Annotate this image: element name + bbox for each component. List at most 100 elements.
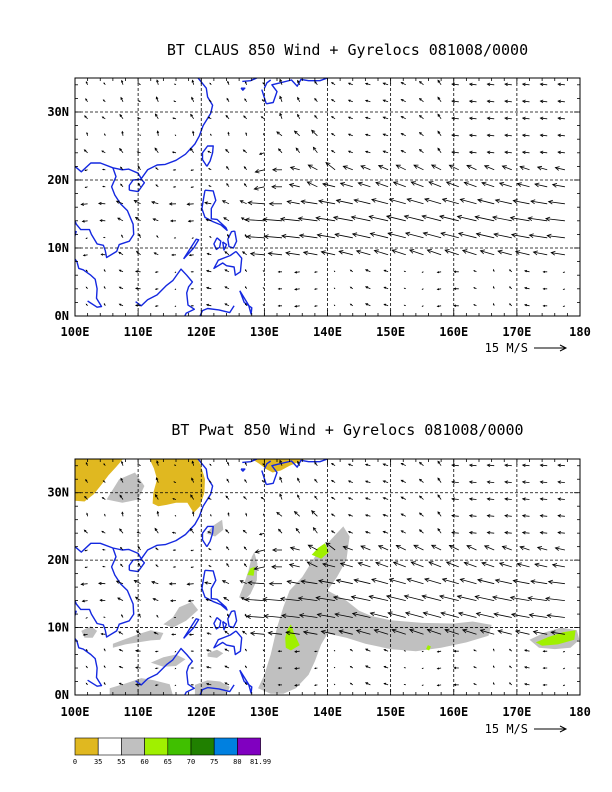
wind-arrow <box>152 598 159 601</box>
wind-arrow <box>101 116 106 120</box>
wind-arrow <box>475 611 495 618</box>
wind-arrow <box>279 596 300 602</box>
wind-arrow <box>245 132 248 136</box>
wind-arrow <box>437 130 442 137</box>
wind-arrow <box>557 82 565 87</box>
wind-arrow <box>395 545 406 551</box>
coastline <box>204 78 206 79</box>
wind-arrow <box>134 216 141 222</box>
wind-arrow <box>174 515 177 517</box>
wind-arrow <box>298 613 318 618</box>
coastline <box>201 569 228 611</box>
wind-arrow <box>209 236 212 239</box>
wind-arrow <box>516 562 530 568</box>
coastline <box>213 250 243 276</box>
wind-arrow <box>349 682 354 686</box>
wind-arrow <box>521 463 530 468</box>
wind-arrow <box>205 218 212 222</box>
wind-arrow <box>325 542 336 551</box>
wind-arrow <box>244 217 265 223</box>
y-tick-label: 10N <box>47 621 69 635</box>
wind-arrow <box>383 286 389 290</box>
wind-arrow <box>133 199 141 205</box>
wind-arrow <box>508 648 513 652</box>
wind-arrow <box>154 288 159 290</box>
wind-arrow <box>486 480 495 484</box>
wind-arrow <box>335 578 353 585</box>
wind-arrow <box>382 463 389 467</box>
wind-arrow <box>168 582 177 586</box>
wind-arrow <box>508 269 513 273</box>
wind-arrow <box>509 595 530 601</box>
wind-arrow <box>168 202 177 206</box>
wind-arrow <box>437 147 442 154</box>
wind-arrow <box>243 563 248 568</box>
wind-arrow <box>403 594 424 601</box>
coastline <box>263 460 272 470</box>
coastline <box>242 78 259 83</box>
wind-arrow <box>403 304 406 307</box>
wind-arrow <box>224 251 230 256</box>
wind-arrow <box>83 149 88 154</box>
wind-arrow <box>226 478 230 483</box>
wind-arrow <box>190 304 194 307</box>
coastline <box>183 238 200 260</box>
wind-arrow <box>382 480 389 483</box>
pwat-shade-mid <box>150 654 186 667</box>
wind-arrow <box>497 629 512 635</box>
wind-arrow <box>206 632 212 635</box>
wind-arrow <box>262 217 283 222</box>
wind-arrow <box>294 650 300 653</box>
wind-arrow <box>152 218 159 222</box>
wind-arrow <box>461 249 477 256</box>
wind-arrow <box>539 150 548 155</box>
wind-arrow <box>136 117 141 120</box>
wind-arrow <box>395 164 406 171</box>
wind-arrow <box>279 476 283 483</box>
coastline <box>261 470 267 485</box>
wind-arrow <box>209 615 212 618</box>
wind-arrow <box>330 99 336 103</box>
wind-arrow <box>118 682 124 686</box>
wind-arrow <box>85 682 88 686</box>
wind-arrow <box>539 480 548 484</box>
wind-arrow <box>289 546 300 551</box>
wind-arrow <box>83 529 88 534</box>
coastline <box>128 558 146 573</box>
wind-arrow <box>207 497 212 500</box>
wind-arrow <box>342 545 353 551</box>
colorbar-label: 65 <box>164 758 172 766</box>
wind-arrow <box>224 630 230 635</box>
wind-arrow <box>330 479 336 483</box>
wind-arrow <box>534 182 548 188</box>
wind-arrow <box>101 530 106 534</box>
wind-arrow <box>244 234 248 238</box>
wind-arrow <box>272 167 282 172</box>
wind-arrow <box>375 181 389 188</box>
coastline <box>263 79 272 89</box>
wind-arrow <box>85 648 88 652</box>
map-area <box>75 78 580 316</box>
wind-arrow <box>403 214 424 222</box>
wind-arrow <box>418 529 424 534</box>
wind-arrow <box>207 116 212 120</box>
wind-arrow <box>243 496 247 500</box>
wind-arrow <box>451 531 459 535</box>
wind-arrow <box>190 549 194 552</box>
coastline <box>227 230 238 249</box>
wind-arrow <box>459 578 477 585</box>
x-tick-label: 150E <box>376 705 405 719</box>
wind-arrow <box>546 233 565 239</box>
wind-arrow <box>519 165 530 171</box>
wind-arrow <box>103 285 106 289</box>
wind-arrow <box>479 629 495 635</box>
wind-arrow <box>562 288 566 291</box>
wind-arrow <box>333 270 336 273</box>
wind-arrow <box>258 152 265 155</box>
wind-arrow <box>400 133 406 137</box>
wind-arrow <box>156 79 159 85</box>
colorbar-label: 80 <box>233 758 241 766</box>
wind-arrow <box>421 271 424 273</box>
wind-arrow <box>151 201 159 205</box>
